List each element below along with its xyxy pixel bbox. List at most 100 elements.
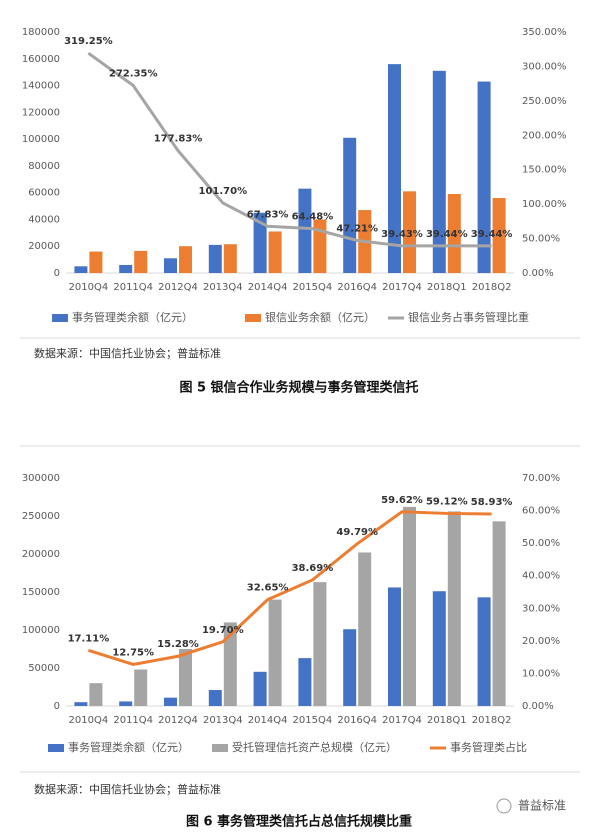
y2-tick-label: 350.00% xyxy=(522,27,567,38)
data-label: 177.83% xyxy=(154,134,203,145)
legend-label: 银信业务余额（亿元） xyxy=(265,310,375,324)
bar xyxy=(492,521,506,706)
y-tick-label: 20000 xyxy=(28,241,60,252)
y2-tick-label: 10.00% xyxy=(522,668,560,679)
data-label: 19.70% xyxy=(202,625,244,636)
x-tick-label: 2011Q4 xyxy=(113,282,153,293)
bar xyxy=(268,599,282,706)
line xyxy=(87,510,492,667)
line xyxy=(87,51,492,248)
bar xyxy=(477,597,491,706)
x-tick-label: 2013Q4 xyxy=(203,282,243,293)
y-tick-label: 80000 xyxy=(28,161,60,172)
watermark-icon xyxy=(496,798,512,814)
bar xyxy=(208,244,222,273)
data-label: 15.28% xyxy=(157,639,199,650)
y-tick-label: 50000 xyxy=(28,663,60,674)
y-tick-label: 120000 xyxy=(22,107,60,118)
bar xyxy=(253,212,267,273)
bar xyxy=(432,591,446,706)
bar xyxy=(313,219,327,273)
bar xyxy=(179,246,192,273)
x-tick-label: 2017Q4 xyxy=(382,282,422,293)
y2-tick-label: 150.00% xyxy=(522,165,567,176)
data-label: 39.43% xyxy=(381,229,423,240)
x-tick-label: 2018Q1 xyxy=(427,282,467,293)
data-label: 67.83% xyxy=(247,209,289,220)
legend-swatch xyxy=(212,744,228,752)
data-label: 12.75% xyxy=(112,647,154,658)
x-tick-label: 2018Q1 xyxy=(427,715,467,726)
x-tick-label: 2017Q4 xyxy=(382,715,422,726)
legend-label: 事务管理类余额（亿元） xyxy=(68,740,189,754)
bar xyxy=(388,64,401,273)
data-label: 32.65% xyxy=(247,583,289,594)
x-tick-label: 2012Q4 xyxy=(158,715,198,726)
data-label: 64.48% xyxy=(292,212,334,223)
legend-label: 事务管理类占比 xyxy=(450,740,527,754)
bar xyxy=(179,649,192,706)
data-label: 47.21% xyxy=(336,223,378,234)
bar xyxy=(343,137,357,273)
y-tick-label: 250000 xyxy=(22,511,60,522)
bar xyxy=(223,244,237,273)
bar xyxy=(119,264,133,273)
bar xyxy=(447,194,461,273)
data-label: 272.35% xyxy=(109,68,158,79)
bar xyxy=(164,697,177,706)
x-tick-label: 2014Q4 xyxy=(248,715,288,726)
y2-tick-label: 0.00% xyxy=(522,268,554,279)
x-tick-label: 2015Q4 xyxy=(293,715,333,726)
legend-swatch xyxy=(48,744,64,752)
bar xyxy=(268,231,282,273)
y2-tick-label: 40.00% xyxy=(522,571,560,582)
y2-tick-label: 100.00% xyxy=(522,199,567,210)
bar xyxy=(432,70,446,273)
bar xyxy=(298,188,312,273)
bar xyxy=(477,81,491,274)
y-tick-label: 300000 xyxy=(22,473,60,484)
y2-tick-label: 250.00% xyxy=(522,96,567,107)
bar xyxy=(253,671,267,706)
bar xyxy=(89,683,103,706)
bar xyxy=(313,582,327,706)
bar xyxy=(164,258,177,273)
y2-tick-label: 200.00% xyxy=(522,130,567,141)
bar xyxy=(134,250,148,273)
y-tick-label: 200000 xyxy=(22,549,60,560)
bar xyxy=(358,552,372,706)
bar xyxy=(74,266,88,273)
legend-swatch xyxy=(52,314,68,322)
y-tick-label: 0 xyxy=(54,701,60,712)
bar xyxy=(119,701,133,706)
x-tick-label: 2018Q2 xyxy=(472,282,512,293)
legend-swatch xyxy=(245,314,261,322)
data-label: 49.79% xyxy=(336,527,378,538)
x-tick-label: 2015Q4 xyxy=(293,282,333,293)
data-label: 38.69% xyxy=(292,563,334,574)
data-label: 39.44% xyxy=(426,229,468,240)
bar xyxy=(89,251,103,273)
y2-tick-label: 300.00% xyxy=(522,61,567,72)
x-tick-label: 2018Q2 xyxy=(472,715,512,726)
y-tick-label: 150000 xyxy=(22,587,60,598)
figure-caption: 图 5 银信合作业务规模与事务管理类信托 xyxy=(179,380,418,396)
y-tick-label: 100000 xyxy=(22,134,60,145)
data-label: 101.70% xyxy=(198,186,247,197)
y-tick-label: 40000 xyxy=(28,214,60,225)
y2-tick-label: 30.00% xyxy=(522,603,560,614)
x-tick-label: 2016Q4 xyxy=(337,715,377,726)
x-tick-label: 2013Q4 xyxy=(203,715,243,726)
bar xyxy=(298,658,312,706)
y-tick-label: 160000 xyxy=(22,54,60,65)
y-tick-label: 140000 xyxy=(22,81,60,92)
x-tick-label: 2011Q4 xyxy=(113,715,153,726)
source-note: 数据来源：中国信托业协会；普益标准 xyxy=(34,346,221,360)
data-label: 17.11% xyxy=(68,633,110,644)
bar xyxy=(403,191,416,273)
legend-label: 事务管理类余额（亿元） xyxy=(72,310,193,324)
data-label: 39.44% xyxy=(471,229,513,240)
data-label: 319.25% xyxy=(64,36,113,47)
bar xyxy=(492,198,506,273)
